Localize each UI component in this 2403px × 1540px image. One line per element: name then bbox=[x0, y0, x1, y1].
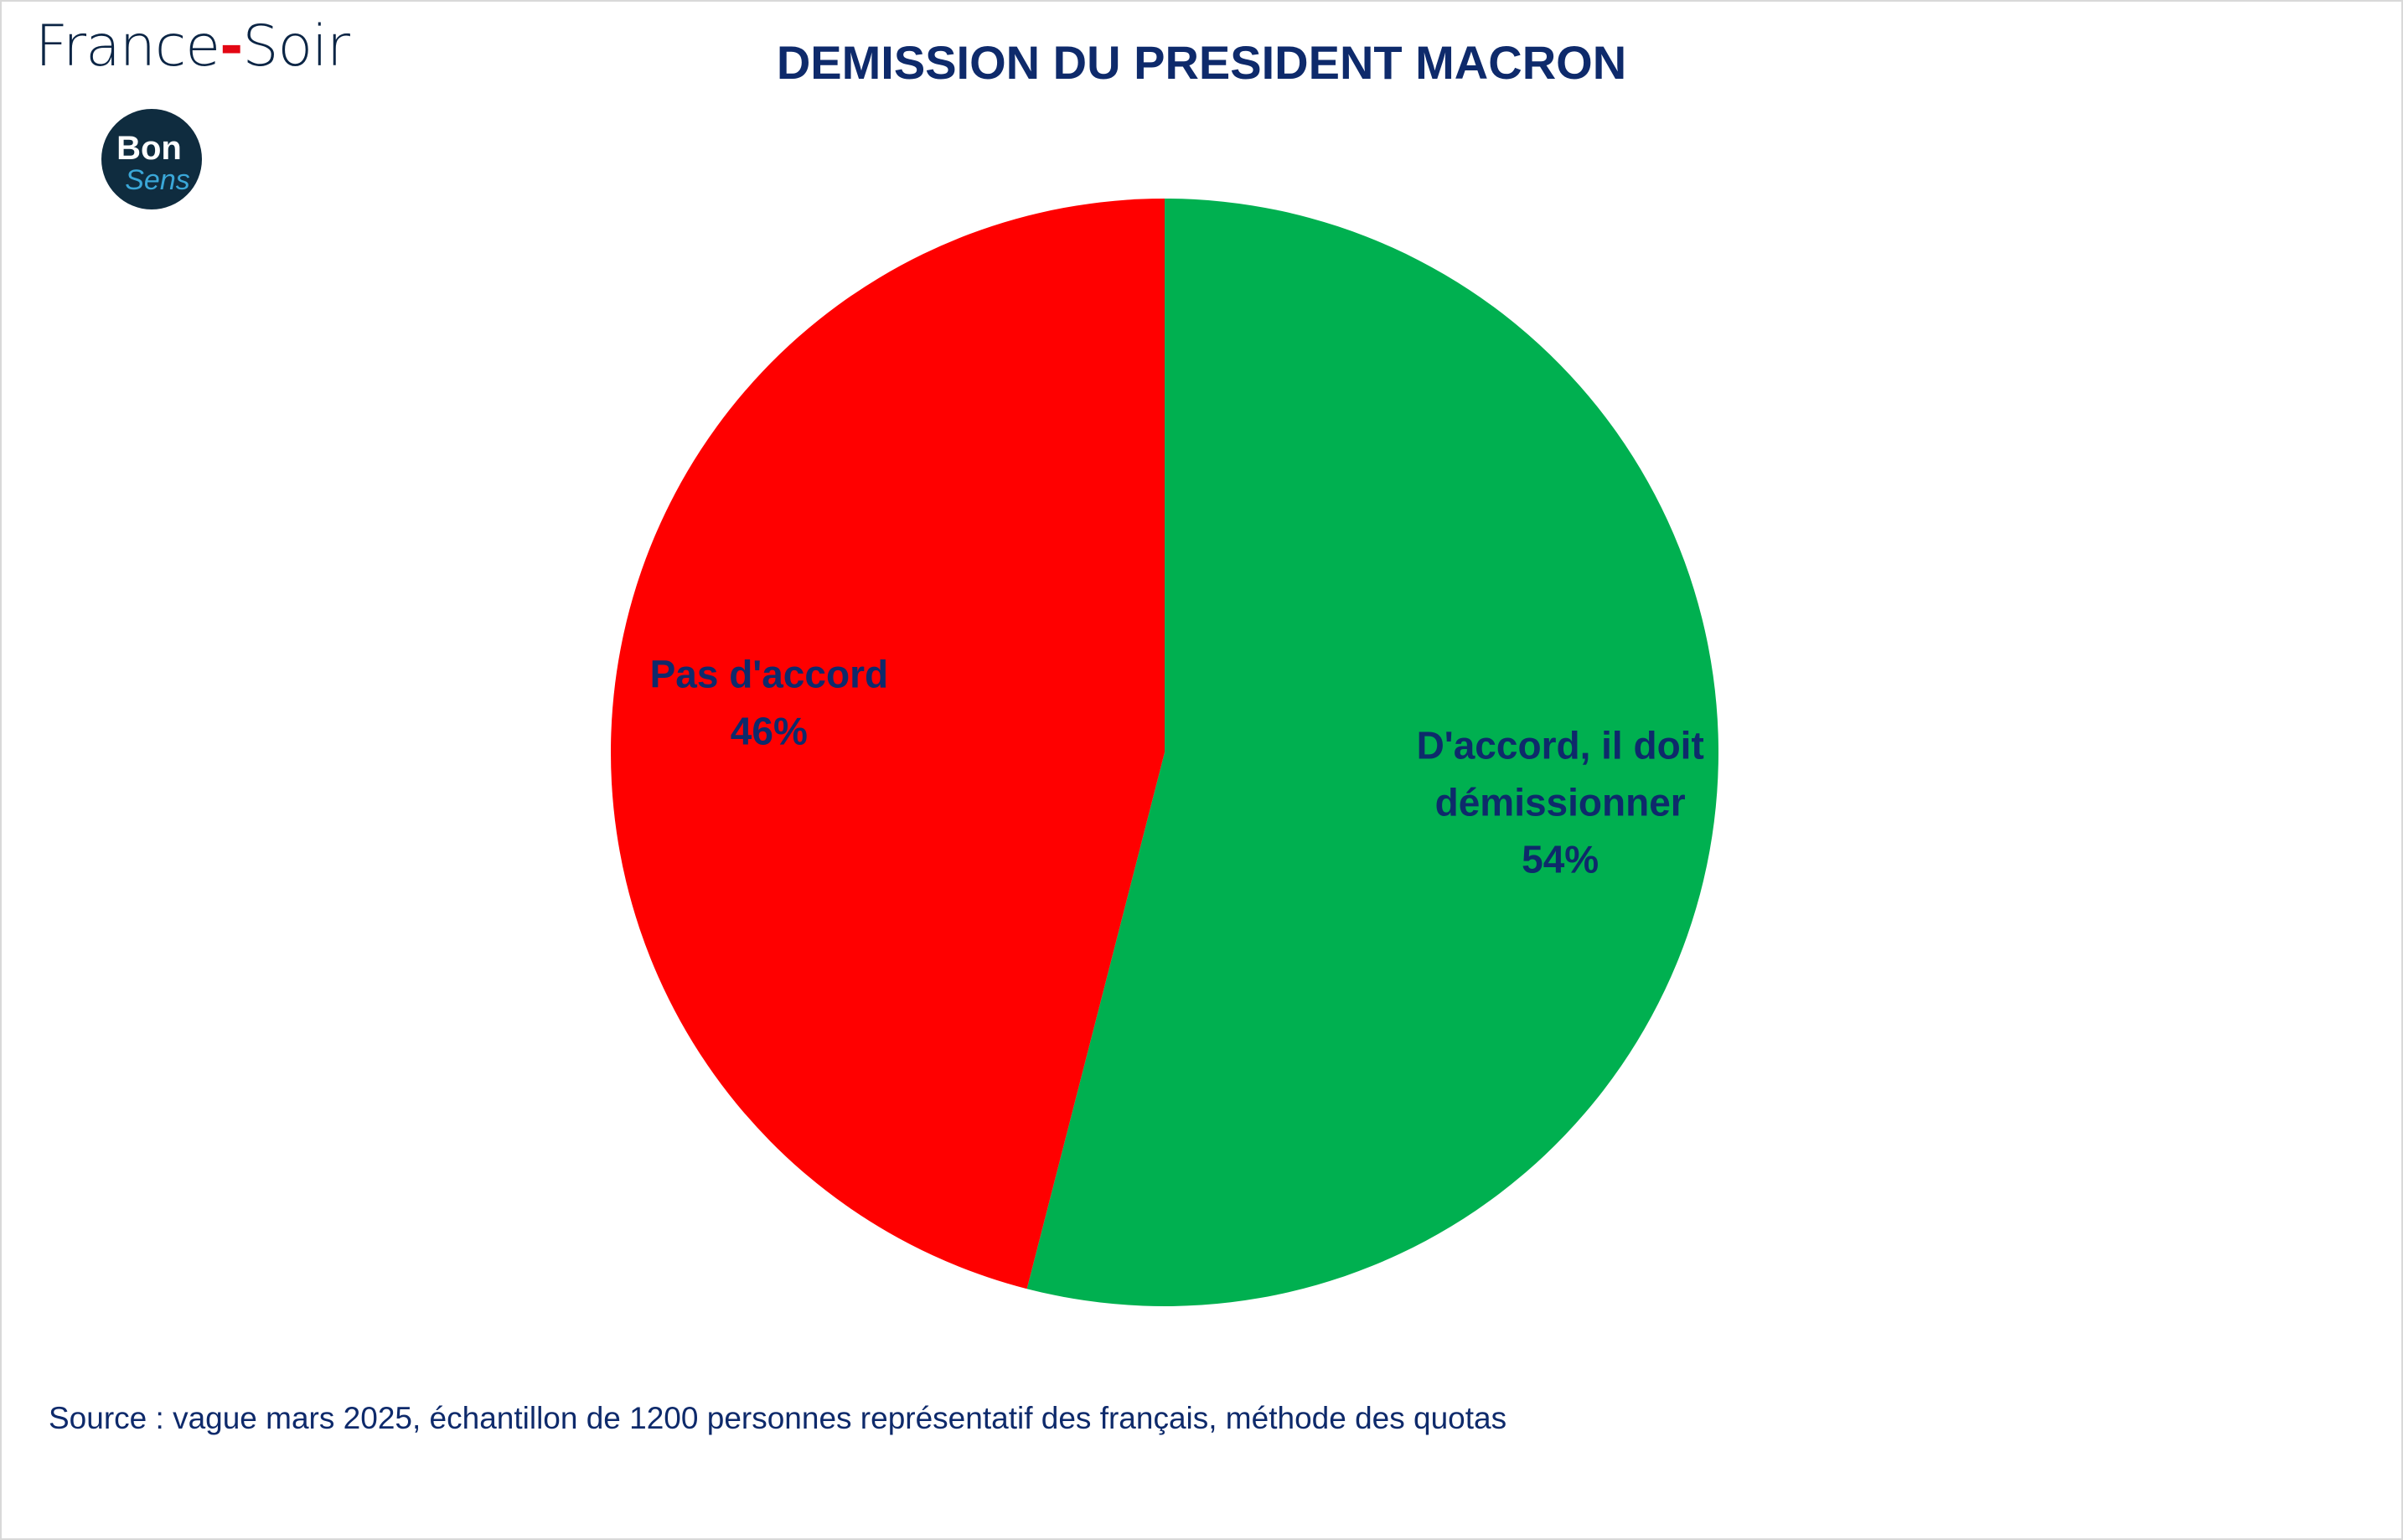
slice-label-2: Pas d'accord 46% bbox=[650, 652, 889, 752]
brand-right: Soir bbox=[242, 13, 350, 80]
logo-circle bbox=[101, 109, 202, 209]
brand-dash: - bbox=[220, 13, 243, 80]
source-note: Source : vague mars 2025, échantillon de… bbox=[49, 1401, 1507, 1435]
slice-category-label: Pas d'accord bbox=[650, 652, 889, 695]
slice-category-label: démissionner bbox=[1435, 781, 1686, 824]
chart-title: DEMISSION DU PRESIDENT MACRON bbox=[776, 36, 1627, 89]
bon-sens-logo: Bon Sens bbox=[101, 109, 202, 209]
logo-text-bottom: Sens bbox=[125, 164, 190, 196]
pie-slice-1 bbox=[1026, 199, 1719, 1307]
slice-value-label: 46% bbox=[731, 709, 808, 752]
slice-value-label: 54% bbox=[1522, 838, 1599, 881]
france-soir-logo: France-Soir bbox=[35, 18, 350, 75]
slice-category-label: D'accord, il doit bbox=[1417, 724, 1704, 767]
pie-slice-2 bbox=[611, 199, 1165, 1289]
logo-text-top: Bon bbox=[116, 130, 182, 167]
slice-label-1: D'accord, il doit démissionner 54% bbox=[1417, 724, 1704, 881]
brand-left: France bbox=[35, 13, 220, 80]
